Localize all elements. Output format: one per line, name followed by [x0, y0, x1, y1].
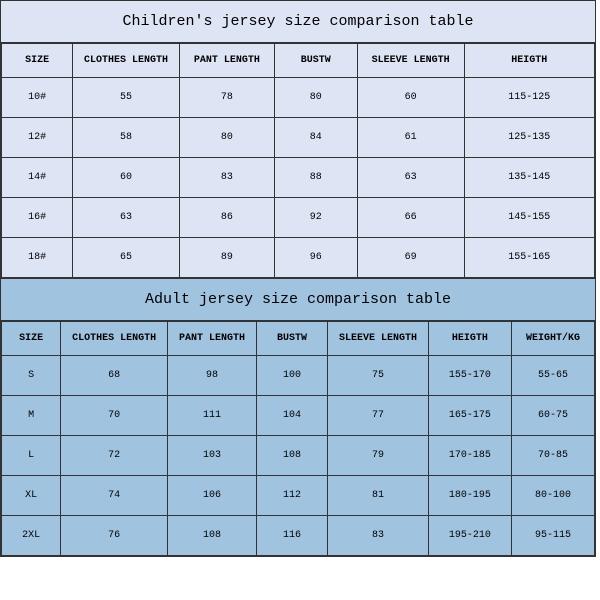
- table-cell: 70-85: [511, 436, 594, 476]
- table-cell: 88: [274, 158, 357, 198]
- table-cell: 69: [357, 238, 464, 278]
- children-table: SIZECLOTHES LENGTHPANT LENGTHBUSTWSLEEVE…: [1, 43, 595, 278]
- table-cell: 55-65: [511, 356, 594, 396]
- table-cell: L: [2, 436, 61, 476]
- table-cell: 145-155: [464, 198, 594, 238]
- size-chart-wrapper: Children's jersey size comparison table …: [0, 0, 596, 557]
- table-cell: 68: [61, 356, 168, 396]
- table-cell: 89: [179, 238, 274, 278]
- table-cell: 65: [73, 238, 180, 278]
- table-cell: 18#: [2, 238, 73, 278]
- table-cell: 83: [328, 516, 429, 556]
- table-cell: 80: [179, 118, 274, 158]
- table-row: XL7410611281180-19580-100: [2, 476, 595, 516]
- table-cell: 170-185: [428, 436, 511, 476]
- table-cell: 76: [61, 516, 168, 556]
- table-cell: 111: [168, 396, 257, 436]
- table-cell: 55: [73, 78, 180, 118]
- column-header: WEIGHT/KG: [511, 322, 594, 356]
- table-cell: 14#: [2, 158, 73, 198]
- table-cell: 80-100: [511, 476, 594, 516]
- table-cell: 95-115: [511, 516, 594, 556]
- table-row: M7011110477165-17560-75: [2, 396, 595, 436]
- table-cell: 115-125: [464, 78, 594, 118]
- column-header: HEIGTH: [464, 44, 594, 78]
- table-cell: 106: [168, 476, 257, 516]
- adult-table: SIZECLOTHES LENGTHPANT LENGTHBUSTWSLEEVE…: [1, 321, 595, 556]
- table-cell: 58: [73, 118, 180, 158]
- children-section: Children's jersey size comparison table …: [1, 1, 595, 278]
- table-cell: 78: [179, 78, 274, 118]
- column-header: BUSTW: [274, 44, 357, 78]
- table-cell: 60-75: [511, 396, 594, 436]
- table-cell: 165-175: [428, 396, 511, 436]
- adult-tbody: S689810075155-17055-65M7011110477165-175…: [2, 356, 595, 556]
- column-header: CLOTHES LENGTH: [73, 44, 180, 78]
- table-row: S689810075155-17055-65: [2, 356, 595, 396]
- table-cell: 96: [274, 238, 357, 278]
- table-cell: 125-135: [464, 118, 594, 158]
- table-cell: 112: [256, 476, 327, 516]
- table-cell: 16#: [2, 198, 73, 238]
- column-header: HEIGTH: [428, 322, 511, 356]
- column-header: PANT LENGTH: [179, 44, 274, 78]
- table-cell: 108: [168, 516, 257, 556]
- table-cell: 10#: [2, 78, 73, 118]
- table-cell: 66: [357, 198, 464, 238]
- table-cell: M: [2, 396, 61, 436]
- table-cell: 72: [61, 436, 168, 476]
- children-header-row: SIZECLOTHES LENGTHPANT LENGTHBUSTWSLEEVE…: [2, 44, 595, 78]
- table-cell: 86: [179, 198, 274, 238]
- table-cell: S: [2, 356, 61, 396]
- table-cell: 60: [357, 78, 464, 118]
- table-cell: 63: [73, 198, 180, 238]
- column-header: CLOTHES LENGTH: [61, 322, 168, 356]
- table-cell: 83: [179, 158, 274, 198]
- table-cell: 77: [328, 396, 429, 436]
- table-cell: 84: [274, 118, 357, 158]
- table-cell: 12#: [2, 118, 73, 158]
- children-tbody: 10#55788060115-12512#58808461125-13514#6…: [2, 78, 595, 278]
- column-header: PANT LENGTH: [168, 322, 257, 356]
- table-cell: 81: [328, 476, 429, 516]
- table-cell: 70: [61, 396, 168, 436]
- adult-section: Adult jersey size comparison table SIZEC…: [1, 278, 595, 556]
- table-cell: 60: [73, 158, 180, 198]
- table-cell: 108: [256, 436, 327, 476]
- table-row: 16#63869266145-155: [2, 198, 595, 238]
- table-cell: 116: [256, 516, 327, 556]
- table-cell: XL: [2, 476, 61, 516]
- table-cell: 180-195: [428, 476, 511, 516]
- table-cell: 63: [357, 158, 464, 198]
- table-cell: 155-170: [428, 356, 511, 396]
- table-row: 2XL7610811683195-21095-115: [2, 516, 595, 556]
- table-cell: 61: [357, 118, 464, 158]
- table-row: 12#58808461125-135: [2, 118, 595, 158]
- table-cell: 104: [256, 396, 327, 436]
- children-title: Children's jersey size comparison table: [1, 1, 595, 43]
- table-cell: 100: [256, 356, 327, 396]
- column-header: SLEEVE LENGTH: [357, 44, 464, 78]
- table-cell: 79: [328, 436, 429, 476]
- table-cell: 92: [274, 198, 357, 238]
- column-header: SIZE: [2, 322, 61, 356]
- table-cell: 195-210: [428, 516, 511, 556]
- table-row: 14#60838863135-145: [2, 158, 595, 198]
- table-row: 10#55788060115-125: [2, 78, 595, 118]
- table-cell: 74: [61, 476, 168, 516]
- table-cell: 155-165: [464, 238, 594, 278]
- column-header: SLEEVE LENGTH: [328, 322, 429, 356]
- column-header: SIZE: [2, 44, 73, 78]
- adult-title: Adult jersey size comparison table: [1, 278, 595, 321]
- table-cell: 75: [328, 356, 429, 396]
- table-cell: 98: [168, 356, 257, 396]
- table-row: 18#65899669155-165: [2, 238, 595, 278]
- column-header: BUSTW: [256, 322, 327, 356]
- table-cell: 103: [168, 436, 257, 476]
- adult-header-row: SIZECLOTHES LENGTHPANT LENGTHBUSTWSLEEVE…: [2, 322, 595, 356]
- table-row: L7210310879170-18570-85: [2, 436, 595, 476]
- table-cell: 80: [274, 78, 357, 118]
- table-cell: 135-145: [464, 158, 594, 198]
- table-cell: 2XL: [2, 516, 61, 556]
